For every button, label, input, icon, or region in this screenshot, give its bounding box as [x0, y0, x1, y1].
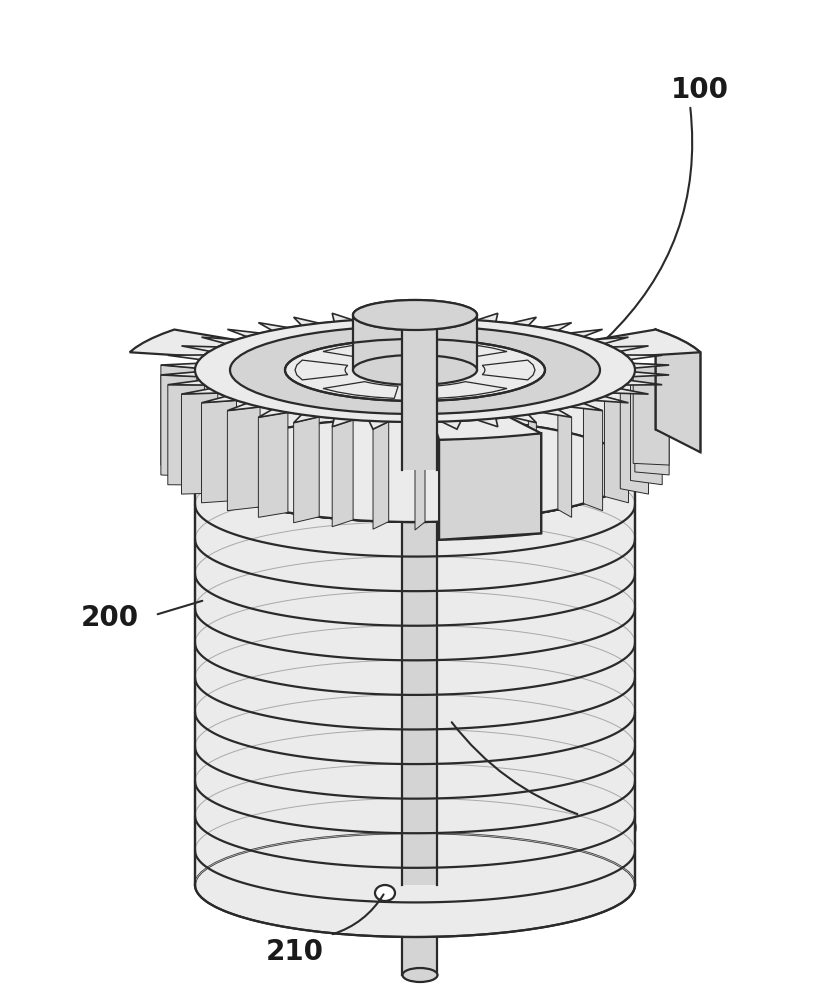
Polygon shape: [259, 412, 288, 517]
Polygon shape: [482, 360, 535, 380]
Polygon shape: [373, 422, 389, 529]
Polygon shape: [457, 421, 461, 529]
Polygon shape: [403, 885, 438, 975]
Polygon shape: [440, 433, 541, 540]
Polygon shape: [161, 365, 195, 468]
Ellipse shape: [353, 300, 477, 330]
Polygon shape: [620, 389, 649, 494]
Ellipse shape: [375, 885, 395, 901]
Polygon shape: [228, 407, 260, 511]
Polygon shape: [332, 420, 353, 527]
Ellipse shape: [195, 418, 635, 522]
Polygon shape: [415, 422, 425, 530]
Polygon shape: [295, 360, 348, 380]
Polygon shape: [403, 465, 438, 885]
Polygon shape: [635, 372, 669, 475]
Polygon shape: [182, 393, 218, 494]
Polygon shape: [558, 410, 571, 517]
Polygon shape: [168, 385, 204, 485]
Polygon shape: [595, 330, 701, 357]
Text: 100: 100: [671, 76, 729, 104]
Polygon shape: [202, 400, 237, 503]
Polygon shape: [323, 342, 398, 358]
Polygon shape: [656, 330, 701, 452]
Ellipse shape: [195, 318, 635, 422]
Polygon shape: [129, 330, 235, 357]
Ellipse shape: [353, 300, 477, 330]
Polygon shape: [433, 417, 541, 440]
Polygon shape: [584, 403, 603, 511]
Ellipse shape: [230, 326, 600, 414]
Polygon shape: [161, 310, 669, 430]
Ellipse shape: [195, 418, 635, 522]
Ellipse shape: [195, 418, 635, 522]
Polygon shape: [403, 310, 438, 470]
Ellipse shape: [195, 833, 635, 937]
Polygon shape: [432, 382, 507, 398]
Polygon shape: [605, 396, 629, 503]
Ellipse shape: [403, 309, 438, 321]
Polygon shape: [161, 375, 197, 477]
Polygon shape: [656, 330, 701, 452]
Polygon shape: [432, 342, 507, 358]
Polygon shape: [440, 433, 541, 540]
Polygon shape: [529, 415, 536, 523]
Text: 120: 120: [581, 816, 639, 844]
Ellipse shape: [403, 968, 438, 982]
Polygon shape: [195, 470, 635, 885]
Polygon shape: [633, 363, 669, 465]
Polygon shape: [631, 380, 662, 485]
Polygon shape: [323, 382, 398, 398]
Polygon shape: [294, 417, 319, 523]
Ellipse shape: [285, 339, 545, 401]
Text: 200: 200: [81, 604, 139, 632]
Polygon shape: [195, 370, 635, 470]
Polygon shape: [353, 315, 477, 370]
Ellipse shape: [353, 355, 477, 385]
Polygon shape: [496, 418, 498, 527]
Text: 210: 210: [266, 938, 324, 966]
